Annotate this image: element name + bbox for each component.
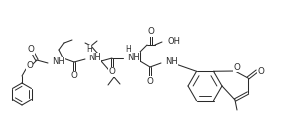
Text: O: O [26,60,33,70]
Text: O: O [257,67,264,75]
Text: O: O [148,27,155,36]
Text: O: O [71,71,77,80]
Text: NH: NH [165,58,178,67]
Text: NH: NH [127,52,140,62]
Text: O: O [234,63,240,71]
Text: OH: OH [167,36,180,46]
Text: H: H [125,44,131,54]
Text: O: O [28,46,34,55]
Text: O: O [147,76,153,86]
Text: NH: NH [52,58,65,67]
Text: H: H [86,46,92,55]
Text: NH: NH [88,53,101,62]
Text: O: O [109,67,115,76]
